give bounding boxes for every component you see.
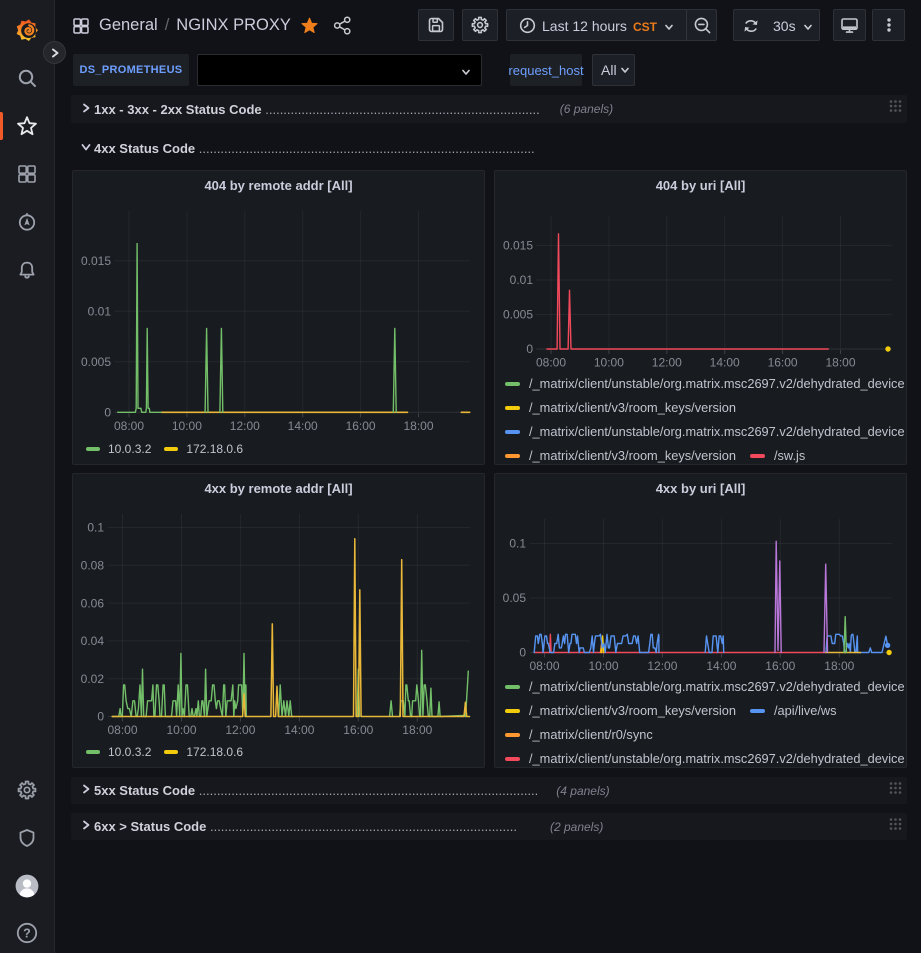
svg-text:0.015: 0.015 (503, 239, 533, 253)
svg-text:0.005: 0.005 (81, 355, 111, 369)
svg-text:14:00: 14:00 (284, 723, 314, 737)
svg-text:12:00: 12:00 (652, 356, 682, 370)
svg-text:0.06: 0.06 (81, 596, 105, 610)
svg-text:10:00: 10:00 (172, 419, 202, 433)
svg-text:08:00: 08:00 (107, 723, 137, 737)
svg-text:14:00: 14:00 (288, 419, 318, 433)
svg-text:14:00: 14:00 (706, 659, 736, 673)
svg-text:0.04: 0.04 (81, 634, 105, 648)
svg-text:0.015: 0.015 (81, 254, 111, 268)
svg-text:0.1: 0.1 (87, 521, 104, 535)
svg-text:14:00: 14:00 (710, 356, 740, 370)
svg-text:0.01: 0.01 (88, 305, 112, 319)
svg-text:16:00: 16:00 (765, 659, 795, 673)
svg-text:0.005: 0.005 (503, 308, 533, 322)
svg-text:18:00: 18:00 (825, 356, 855, 370)
svg-text:12:00: 12:00 (230, 419, 260, 433)
svg-text:10:00: 10:00 (166, 723, 196, 737)
svg-text:18:00: 18:00 (824, 659, 854, 673)
svg-text:16:00: 16:00 (343, 723, 373, 737)
svg-text:0: 0 (97, 710, 104, 724)
svg-text:0.01: 0.01 (510, 273, 534, 287)
svg-text:0.02: 0.02 (81, 672, 105, 686)
svg-text:16:00: 16:00 (768, 356, 798, 370)
svg-text:08:00: 08:00 (536, 356, 566, 370)
svg-text:12:00: 12:00 (647, 659, 677, 673)
svg-text:0: 0 (104, 406, 111, 420)
svg-text:08:00: 08:00 (529, 659, 559, 673)
svg-text:?: ? (23, 926, 31, 940)
svg-text:10:00: 10:00 (594, 356, 624, 370)
svg-text:0.05: 0.05 (503, 591, 527, 605)
svg-text:18:00: 18:00 (403, 419, 433, 433)
svg-text:0: 0 (519, 646, 526, 660)
svg-text:08:00: 08:00 (114, 419, 144, 433)
svg-text:0.1: 0.1 (509, 537, 526, 551)
svg-text:18:00: 18:00 (402, 723, 432, 737)
svg-text:10:00: 10:00 (588, 659, 618, 673)
svg-text:12:00: 12:00 (225, 723, 255, 737)
svg-text:0: 0 (526, 342, 533, 356)
svg-text:0.08: 0.08 (81, 559, 105, 573)
svg-text:16:00: 16:00 (346, 419, 376, 433)
